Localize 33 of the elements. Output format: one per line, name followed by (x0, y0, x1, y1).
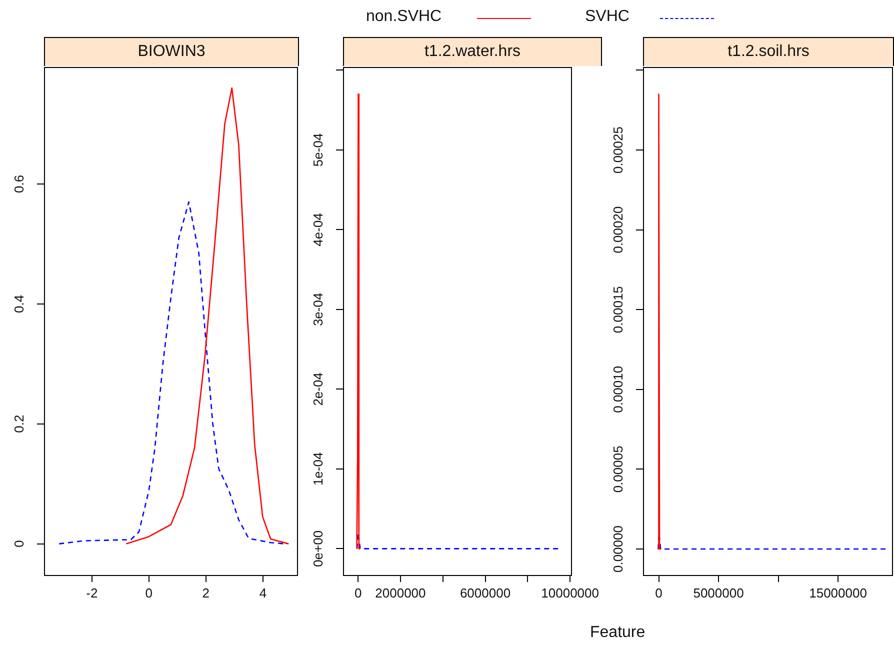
chart-title: BIOWIN3 (44, 37, 299, 66)
legend-label: SVHC (585, 8, 630, 26)
y-tick-label: 0.2 (12, 414, 27, 433)
y-tick-label: 0.00015 (610, 286, 626, 334)
x-tick-label: 0 (655, 585, 662, 600)
chart-title: t1.2.soil.hrs (643, 37, 894, 66)
y-tick-label: 0.00010 (610, 366, 626, 413)
x-tick-label: 0 (145, 585, 153, 600)
y-tick-label: 0 (12, 540, 27, 548)
y-tick-label: 0.00020 (610, 206, 626, 254)
y-tick-label: 3e-04 (310, 292, 326, 326)
chart-title: t1.2.water.hrs (343, 37, 602, 66)
x-tick-label: 2 (202, 585, 210, 600)
x-tick-label: 0 (354, 585, 362, 600)
y-tick-label: 0.00025 (610, 126, 626, 174)
x-tick-label: 10000000 (541, 585, 599, 600)
x-axis-title: Feature (590, 624, 646, 642)
x-tick-label: 2000000 (375, 585, 426, 600)
x-tick-label: 5000000 (693, 585, 744, 600)
x-tick-label: -2 (86, 585, 98, 600)
x-tick-label: 6000000 (460, 585, 511, 600)
y-tick-label: 4e-04 (310, 213, 326, 246)
y-tick-label: 1e-04 (310, 452, 326, 486)
legend-label: non.SVHC (366, 8, 442, 26)
y-tick-label: 0.00005 (610, 446, 626, 493)
y-tick-label: 0.6 (12, 174, 27, 193)
y-tick-label: 0.4 (12, 294, 27, 313)
x-tick-label: 4 (259, 585, 267, 600)
y-tick-label: 2e-04 (310, 372, 326, 406)
y-tick-label: 5e-04 (310, 133, 326, 167)
y-tick-label: 0e+00 (310, 530, 326, 567)
x-tick-label: 15000000 (809, 585, 867, 600)
y-tick-label: 0.00000 (610, 525, 626, 572)
